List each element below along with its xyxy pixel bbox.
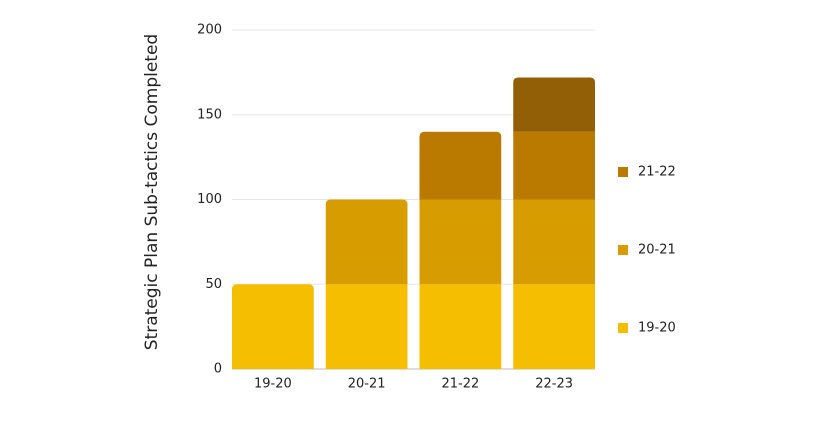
bar-segment [513, 131, 595, 200]
y-tick-label: 0 [214, 362, 222, 377]
x-tick-label: 21-22 [441, 377, 479, 392]
y-tick-label: 50 [205, 277, 222, 292]
bar-segment [513, 284, 595, 369]
bar-segment [325, 284, 408, 369]
y-tick-label: 100 [197, 192, 222, 207]
legend-label: 21-22 [638, 165, 676, 180]
x-tick-label: 22-23 [535, 377, 573, 392]
legend-swatch [618, 167, 628, 177]
legend-label: 19-20 [638, 321, 676, 336]
bar-segment [419, 284, 502, 369]
bar-segment [513, 77, 595, 132]
legend-label: 20-21 [638, 243, 676, 258]
legend-swatch [618, 323, 628, 333]
bar-segment [325, 199, 408, 285]
legend-swatch [618, 245, 628, 255]
x-tick-label: 20-21 [348, 377, 386, 392]
x-tick-label: 19-20 [254, 377, 292, 392]
y-tick-label: 200 [197, 23, 222, 38]
bar-segment [232, 284, 314, 369]
bar-segment [419, 131, 502, 200]
bar-segment [513, 199, 595, 285]
y-tick-label: 150 [197, 107, 222, 122]
y-axis-title: Strategic Plan Sub-tactics Completed [142, 34, 162, 350]
bar-segment [419, 199, 502, 285]
